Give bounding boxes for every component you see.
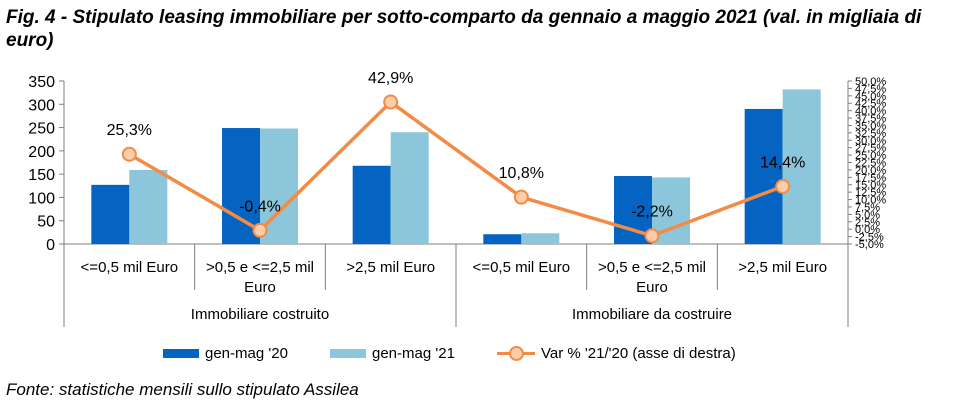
y-right-tick-label: 42,5% [855, 98, 886, 110]
y-right-tick-label: 15,0% [855, 180, 886, 192]
y-right-tick-label: 22,5% [855, 158, 886, 170]
data-label: 42,9% [368, 70, 413, 87]
legend-swatch-series-3 [497, 346, 535, 361]
y-right-tick-label: 17,5% [855, 172, 886, 184]
data-label: 25,3% [107, 122, 152, 139]
y-right-tick-label: -2,5% [855, 232, 884, 244]
x-tick-label: Euro [244, 279, 276, 296]
x-tick-label: <=0,5 mil Euro [473, 259, 571, 276]
line-point [383, 94, 399, 110]
legend-label-series-2: gen-mag '21 [372, 344, 455, 362]
bar-series-2 [521, 233, 560, 244]
y-right-tick-label: 25,0% [855, 150, 886, 162]
y-left-tick-label: 300 [28, 97, 55, 114]
line-series-var [128, 100, 784, 238]
bar-series-2 [390, 132, 429, 244]
y-left-tick-label: 100 [28, 190, 55, 207]
line-point [121, 146, 137, 162]
legend: gen-mag '20 gen-mag '21 Var % '21/'20 (a… [0, 340, 973, 366]
y-right-tick-label: 50,0% [855, 76, 886, 88]
line-point [252, 222, 268, 238]
x-group-label: Immobiliare da costruire [572, 306, 732, 323]
y-right-tick-label: 40,0% [855, 106, 886, 118]
legend-label-series-3: Var % '21/'20 (asse di destra) [541, 344, 736, 362]
y-left-tick-label: 250 [28, 121, 55, 138]
y-right-tick-label: 37,5% [855, 113, 886, 125]
data-label: -0,4% [239, 198, 281, 215]
x-tick-label: <=0,5 mil Euro [81, 259, 179, 276]
y-left-tick-label: 0 [46, 237, 55, 254]
line-point [513, 189, 529, 205]
y-right-tick-label: 30,0% [855, 135, 886, 147]
bar-series-2 [129, 169, 168, 244]
y-right-tick-label: -5,0% [855, 239, 884, 251]
y-right-tick-label: 45,0% [855, 91, 886, 103]
y-left-tick-label: 350 [28, 74, 55, 91]
x-tick-label: >0,5 e <=2,5 mil [206, 259, 314, 276]
bar-series-1 [744, 108, 783, 244]
y-right-tick-label: 10,0% [855, 195, 886, 207]
y-right-tick-label: 20,0% [855, 165, 886, 177]
data-label: -2,2% [631, 204, 673, 221]
bar-series-1 [91, 184, 130, 244]
legend-swatch-series-2 [330, 348, 366, 358]
y-right-tick-label: 47,5% [855, 83, 886, 95]
y-right-tick-label: 35,0% [855, 120, 886, 132]
y-right-tick-label: 12,5% [855, 187, 886, 199]
y-right-tick-label: 7,5% [855, 202, 880, 214]
y-right-tick-label: 5,0% [855, 209, 880, 221]
y-left-tick-label: 50 [37, 214, 55, 231]
legend-label-series-1: gen-mag '20 [205, 344, 288, 362]
line-point [644, 228, 660, 244]
x-tick-label: >2,5 mil Euro [346, 259, 435, 276]
y-right-tick-label: 27,5% [855, 143, 886, 155]
data-label: 14,4% [760, 155, 805, 172]
y-right-tick-label: 32,5% [855, 128, 886, 140]
y-right-tick-label: 2,5% [855, 217, 880, 229]
legend-item-series-1: gen-mag '20 [163, 340, 288, 366]
line-point [775, 179, 791, 195]
legend-item-series-2: gen-mag '21 [330, 340, 455, 366]
x-group-label: Immobiliare costruito [191, 306, 329, 323]
legend-swatch-series-1 [163, 348, 199, 358]
y-left-tick-label: 150 [28, 167, 55, 184]
data-label: 10,8% [499, 165, 544, 182]
y-right-tick-label: 0,0% [855, 224, 880, 236]
chart-title: Fig. 4 - Stipulato leasing immobiliare p… [6, 7, 922, 51]
y-left-tick-label: 200 [28, 144, 55, 161]
x-tick-label: >2,5 mil Euro [738, 259, 827, 276]
bar-series-1 [483, 234, 522, 244]
x-tick-label: Euro [636, 279, 668, 296]
combo-chart: 050100150200250300350-5,0%-2,5%0,0%2,5%5… [28, 70, 886, 327]
legend-item-series-3: Var % '21/'20 (asse di destra) [497, 340, 736, 366]
source-note: Fonte: statistiche mensili sullo stipula… [6, 380, 359, 399]
bar-series-2 [782, 89, 821, 244]
x-tick-label: >0,5 e <=2,5 mil [598, 259, 706, 276]
bar-series-1 [352, 165, 391, 244]
